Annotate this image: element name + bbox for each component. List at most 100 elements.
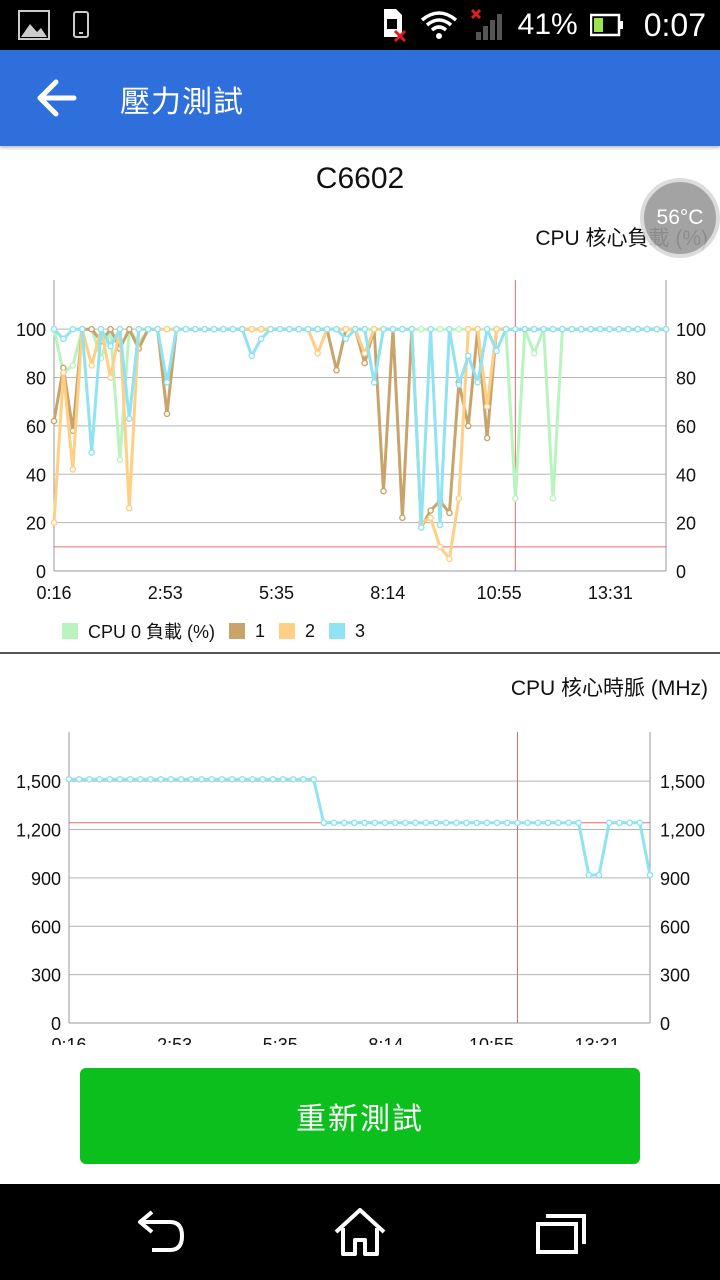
retest-button[interactable]: 重新測試 xyxy=(80,1068,640,1164)
data-point xyxy=(521,325,529,333)
series-line-2 xyxy=(52,327,666,561)
load-chart-legend: CPU 0 負載 (%) 1 2 3 xyxy=(62,618,379,644)
nav-recents-button[interactable] xyxy=(532,1208,592,1258)
data-point xyxy=(126,415,133,422)
data-point xyxy=(474,379,481,386)
data-point xyxy=(402,819,409,827)
data-point xyxy=(361,359,369,367)
data-point xyxy=(88,325,95,333)
data-point xyxy=(463,819,470,827)
data-point xyxy=(575,819,582,827)
data-point xyxy=(167,775,175,783)
status-bar: 41% 0:07 xyxy=(0,0,720,50)
data-point xyxy=(453,819,460,827)
nav-back-button[interactable] xyxy=(132,1208,192,1258)
data-point xyxy=(106,775,114,783)
y-tick-label-left: 80 xyxy=(26,369,46,389)
data-point xyxy=(116,325,124,333)
data-point xyxy=(549,495,557,502)
data-point xyxy=(605,819,613,827)
data-point xyxy=(259,775,266,783)
data-point xyxy=(107,342,114,350)
x-tick-label: 0:16 xyxy=(36,583,71,600)
y-tick-label-left: 40 xyxy=(26,465,46,485)
data-point xyxy=(596,325,604,333)
data-point xyxy=(436,325,444,333)
data-point xyxy=(191,325,199,333)
data-point xyxy=(483,403,491,410)
data-point xyxy=(188,775,195,783)
series-line-3 xyxy=(69,777,652,877)
data-point xyxy=(534,819,542,827)
data-point xyxy=(279,775,287,783)
data-point xyxy=(565,819,572,827)
data-point xyxy=(370,379,378,386)
data-point xyxy=(69,362,77,369)
data-point xyxy=(446,509,453,517)
temperature-badge: 56°C xyxy=(640,178,720,258)
data-point xyxy=(442,819,450,827)
clock-chart-title: CPU 核心時脈 (MHz) xyxy=(510,677,708,700)
navigation-bar xyxy=(0,1184,720,1280)
page-title: 壓力測試 xyxy=(120,85,244,120)
data-point xyxy=(65,775,73,783)
data-point xyxy=(333,366,340,374)
data-point xyxy=(300,775,307,783)
data-point xyxy=(427,507,434,514)
data-point xyxy=(370,325,378,333)
data-point xyxy=(464,422,472,430)
data-point xyxy=(116,775,124,783)
app-bar: 壓力測試 xyxy=(0,50,720,146)
data-point xyxy=(157,775,165,783)
data-point xyxy=(568,325,576,333)
y-tick-label-right: 40 xyxy=(676,465,696,485)
cpu-clock-chart: 0 0 300 300 600 600 900 900 1,200 1,200 1,500 1,500… xyxy=(16,732,705,1045)
data-point xyxy=(126,325,133,333)
y-tick-label-left: 600 xyxy=(31,917,61,937)
y-tick-label-left: 0 xyxy=(36,562,46,582)
data-point xyxy=(422,819,430,827)
data-point xyxy=(351,325,359,333)
data-point xyxy=(634,325,642,333)
data-point xyxy=(330,819,338,827)
data-point xyxy=(88,449,95,456)
legend-entry: CPU 0 負載 (%) xyxy=(62,618,215,644)
data-point xyxy=(502,325,510,333)
data-point xyxy=(276,325,284,333)
data-point xyxy=(389,325,397,333)
device-name: C6602 xyxy=(315,162,405,195)
series-line-3 xyxy=(52,327,666,529)
data-point xyxy=(248,325,256,333)
y-tick-label-right: 60 xyxy=(676,417,696,437)
wifi-icon xyxy=(420,11,457,39)
back-button[interactable] xyxy=(30,74,82,122)
y-tick-label-right: 1,200 xyxy=(660,821,705,841)
legend-label: CPU 0 負載 (%) xyxy=(88,622,216,642)
data-point xyxy=(320,819,328,827)
data-point xyxy=(371,819,379,827)
data-point xyxy=(446,325,453,333)
data-point xyxy=(493,819,501,827)
data-point xyxy=(137,775,144,783)
data-point xyxy=(323,325,331,333)
data-point xyxy=(208,775,216,783)
data-point xyxy=(88,362,95,369)
data-point xyxy=(229,325,237,333)
y-tick-label-left: 0 xyxy=(51,1014,61,1034)
data-point xyxy=(257,335,265,343)
data-point xyxy=(549,325,557,333)
legend-swatch xyxy=(329,623,346,639)
y-tick-label-left: 1,200 xyxy=(16,821,61,841)
data-point xyxy=(69,325,77,333)
y-tick-label-right: 900 xyxy=(660,869,690,889)
data-point xyxy=(361,350,369,357)
data-point xyxy=(182,325,190,333)
y-tick-label-right: 1,500 xyxy=(660,772,705,792)
data-point xyxy=(554,819,562,827)
nav-home-button[interactable] xyxy=(330,1208,390,1258)
data-point xyxy=(361,819,368,827)
legend-swatch xyxy=(62,623,78,639)
data-point xyxy=(126,775,134,783)
data-point xyxy=(333,325,340,333)
data-point xyxy=(198,775,205,783)
